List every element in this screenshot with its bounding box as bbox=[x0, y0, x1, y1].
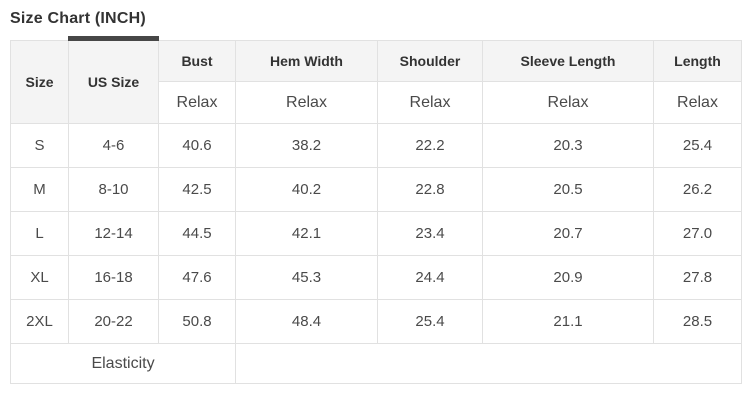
size-label: XL bbox=[10, 255, 69, 300]
elasticity-empty-cell bbox=[235, 343, 742, 384]
length-value: 25.4 bbox=[653, 123, 742, 168]
sleeve-length-value: 20.3 bbox=[482, 123, 654, 168]
fit-row: Relax Relax Relax Relax Relax bbox=[11, 81, 742, 124]
hem-width-value: 38.2 bbox=[235, 123, 378, 168]
table-row-xl: XL 16-18 47.6 45.3 24.4 20.9 27.8 bbox=[10, 255, 742, 300]
bust-value: 42.5 bbox=[158, 167, 236, 212]
size-label: S bbox=[10, 123, 69, 168]
col-header-us-size: US Size bbox=[68, 36, 160, 124]
col-header-length: Length bbox=[653, 40, 742, 82]
sleeve-length-value: 21.1 bbox=[482, 299, 654, 344]
col-header-bust: Bust bbox=[158, 40, 236, 82]
length-value: 28.5 bbox=[653, 299, 742, 344]
shoulder-value: 23.4 bbox=[377, 211, 483, 256]
table-row-m: M 8-10 42.5 40.2 22.8 20.5 26.2 bbox=[10, 167, 742, 212]
elasticity-row: Elasticity bbox=[10, 343, 742, 384]
table-row-l: L 12-14 44.5 42.1 23.4 20.7 27.0 bbox=[10, 211, 742, 256]
sleeve-length-value: 20.5 bbox=[482, 167, 654, 212]
col-header-shoulder: Shoulder bbox=[377, 40, 483, 82]
page-title: Size Chart (INCH) bbox=[10, 10, 146, 27]
sleeve-length-value: 20.9 bbox=[482, 255, 654, 300]
size-chart-page: Size Chart (INCH) Size US Size Bust Hem … bbox=[10, 10, 742, 384]
fit-cell-hem-width: Relax bbox=[235, 81, 378, 124]
elasticity-label: Elasticity bbox=[10, 343, 236, 384]
bust-value: 50.8 bbox=[158, 299, 236, 344]
table-row-s: S 4-6 40.6 38.2 22.2 20.3 25.4 bbox=[10, 123, 742, 168]
size-chart-table: Size US Size Bust Hem Width Shoulder Sle… bbox=[10, 36, 742, 384]
bust-value: 40.6 bbox=[158, 123, 236, 168]
col-header-sleeve-length: Sleeve Length bbox=[482, 40, 654, 82]
bust-value: 47.6 bbox=[158, 255, 236, 300]
us-size-value: 8-10 bbox=[68, 167, 159, 212]
hem-width-value: 42.1 bbox=[235, 211, 378, 256]
header-row: Size US Size Bust Hem Width Shoulder Sle… bbox=[10, 36, 742, 124]
hem-width-value: 48.4 bbox=[235, 299, 378, 344]
us-size-value: 16-18 bbox=[68, 255, 159, 300]
fit-cell-bust: Relax bbox=[158, 81, 236, 124]
sleeve-length-value: 20.7 bbox=[482, 211, 654, 256]
bust-value: 44.5 bbox=[158, 211, 236, 256]
hem-width-value: 40.2 bbox=[235, 167, 378, 212]
shoulder-value: 22.2 bbox=[377, 123, 483, 168]
shoulder-value: 25.4 bbox=[377, 299, 483, 344]
shoulder-value: 24.4 bbox=[377, 255, 483, 300]
fit-cell-length: Relax bbox=[653, 81, 742, 124]
size-label: M bbox=[10, 167, 69, 212]
us-size-value: 20-22 bbox=[68, 299, 159, 344]
shoulder-value: 22.8 bbox=[377, 167, 483, 212]
fit-cell-sleeve-length: Relax bbox=[482, 81, 654, 124]
size-label: 2XL bbox=[10, 299, 69, 344]
hem-width-value: 45.3 bbox=[235, 255, 378, 300]
col-header-size: Size bbox=[10, 40, 69, 124]
length-value: 27.8 bbox=[653, 255, 742, 300]
us-size-value: 4-6 bbox=[68, 123, 159, 168]
length-value: 27.0 bbox=[653, 211, 742, 256]
fit-cell-shoulder: Relax bbox=[377, 81, 483, 124]
us-size-value: 12-14 bbox=[68, 211, 159, 256]
size-label: L bbox=[10, 211, 69, 256]
table-row-2xl: 2XL 20-22 50.8 48.4 25.4 21.1 28.5 bbox=[10, 299, 742, 344]
length-value: 26.2 bbox=[653, 167, 742, 212]
col-header-hem-width: Hem Width bbox=[235, 40, 378, 82]
